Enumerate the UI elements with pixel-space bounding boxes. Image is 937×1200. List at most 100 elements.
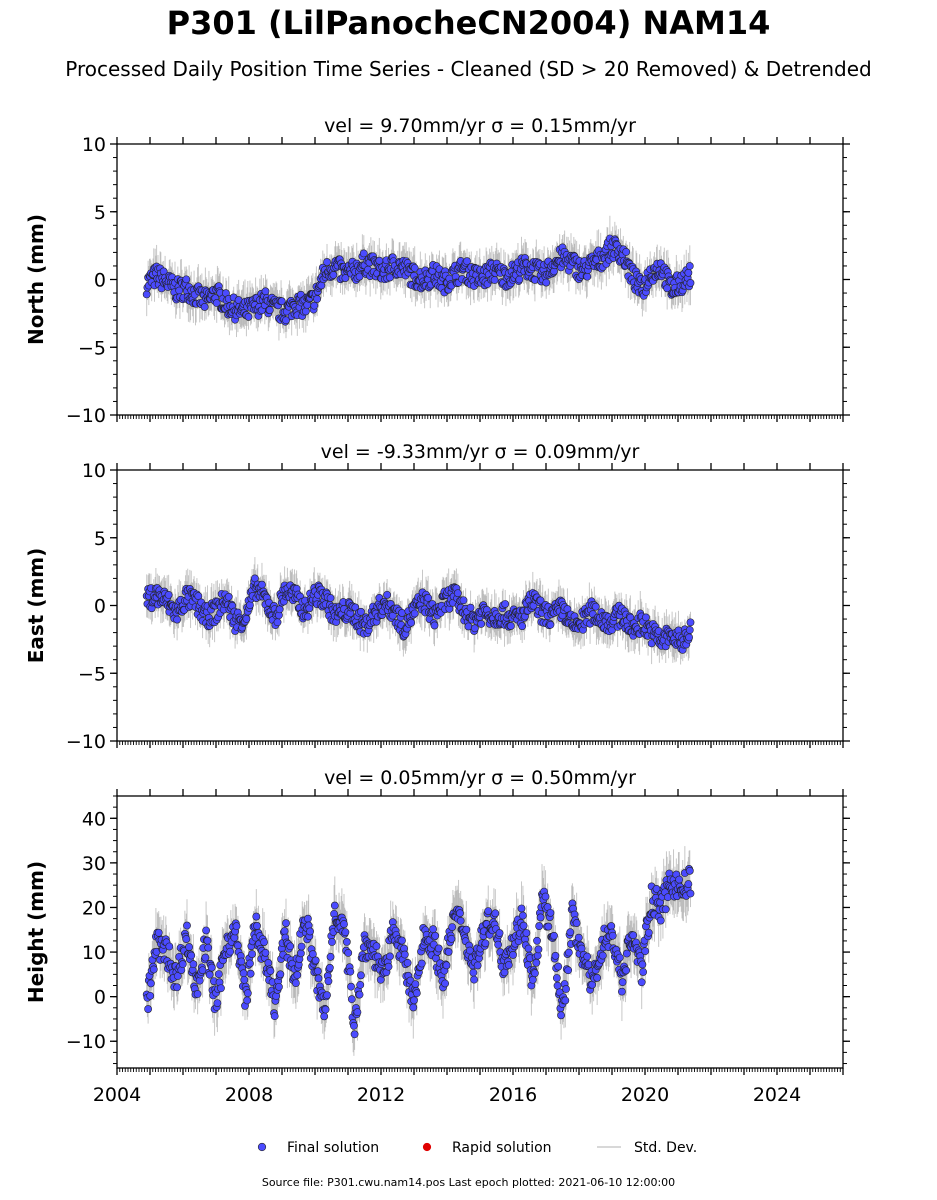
data-point: [304, 914, 312, 923]
panel-title: vel = 9.70mm/yr σ = 0.15mm/yr: [324, 115, 636, 137]
data-point: [301, 307, 310, 316]
data-point: [347, 982, 355, 991]
data-point: [276, 970, 285, 979]
data-point: [212, 299, 221, 307]
data-point: [442, 961, 451, 970]
data-point: [280, 927, 289, 935]
data-point: [226, 947, 235, 956]
data-point: [260, 938, 268, 947]
series-final-solution: [142, 557, 695, 665]
data-point: [444, 948, 453, 956]
data-point: [207, 963, 216, 972]
y-tick-label: −10: [66, 405, 106, 427]
data-point: [403, 958, 412, 967]
data-point: [448, 923, 457, 931]
data-point: [518, 622, 527, 631]
data-point: [398, 936, 406, 945]
data-point: [622, 247, 631, 256]
y-tick-label: −10: [66, 731, 106, 753]
data-point: [202, 926, 210, 935]
data-point: [325, 963, 334, 972]
data-point: [311, 956, 320, 965]
data-point: [347, 995, 356, 1004]
data-point: [355, 990, 364, 999]
data-point: [275, 605, 284, 614]
data-point: [261, 287, 270, 296]
data-point: [350, 1030, 359, 1039]
final-solution-points: [142, 865, 695, 1039]
data-point: [357, 971, 365, 980]
data-point: [686, 618, 695, 627]
data-point: [246, 969, 255, 978]
data-point: [297, 942, 306, 951]
data-point: [244, 312, 253, 321]
panel-title: vel = 0.05mm/yr σ = 0.50mm/yr: [324, 767, 636, 789]
data-point: [501, 600, 510, 608]
data-point: [583, 272, 592, 281]
data-point: [203, 936, 212, 945]
data-point: [204, 943, 213, 952]
data-point: [685, 626, 694, 634]
data-point: [266, 967, 275, 975]
y-tick-label: 0: [94, 596, 106, 618]
data-point: [356, 980, 365, 989]
final-solution-points: [142, 574, 695, 654]
data-point: [320, 1012, 329, 1021]
data-point: [293, 971, 302, 979]
data-point: [417, 959, 426, 968]
y-tick-label: 5: [94, 528, 106, 550]
data-point: [273, 618, 282, 627]
panel-height: vel = 0.05mm/yr σ = 0.50mm/yr Height (mm)…: [24, 767, 850, 1106]
data-point: [146, 991, 155, 1000]
data-point: [304, 612, 312, 621]
data-point: [411, 980, 420, 988]
data-point: [342, 937, 351, 946]
data-point: [193, 990, 202, 998]
data-point: [252, 912, 261, 921]
data-point: [178, 960, 187, 969]
data-point: [142, 290, 151, 299]
data-point: [386, 952, 394, 961]
data-point: [239, 969, 248, 978]
data-point: [429, 925, 437, 934]
data-point: [310, 301, 319, 310]
data-point: [173, 615, 182, 624]
data-point: [224, 592, 233, 601]
data-point: [642, 613, 650, 622]
data-point: [441, 979, 450, 988]
data-point: [147, 979, 155, 988]
data-point: [321, 1005, 330, 1014]
data-point: [329, 271, 338, 279]
data-point: [275, 982, 283, 991]
data-point: [326, 952, 335, 961]
data-point: [296, 949, 305, 958]
data-point: [383, 590, 392, 599]
data-point: [384, 962, 393, 971]
data-point: [306, 927, 314, 936]
data-point: [410, 264, 419, 272]
data-point: [248, 950, 256, 958]
y-tick-label: 10: [82, 460, 106, 482]
y-tick-label: 5: [94, 202, 106, 224]
y-axis-label: East (mm): [24, 548, 48, 664]
data-point: [328, 938, 336, 946]
data-point: [313, 967, 322, 976]
data-point: [253, 921, 261, 930]
panel-north: vel = 9.70mm/yr σ = 0.15mm/yr North (mm) −…: [24, 115, 850, 427]
chart-title: P301 (LilPanocheCN2004) NAM14: [166, 4, 771, 42]
data-point: [349, 1021, 358, 1030]
data-point: [330, 901, 339, 910]
data-point: [265, 306, 274, 314]
panel-title: vel = -9.33mm/yr σ = 0.09mm/yr: [321, 441, 640, 463]
data-point: [205, 970, 214, 979]
data-point: [546, 620, 555, 629]
data-point: [412, 989, 421, 998]
data-point: [686, 279, 695, 287]
data-point: [324, 977, 333, 986]
data-point: [398, 609, 406, 617]
data-point: [173, 983, 182, 992]
panel-east: vel = -9.33mm/yr σ = 0.09mm/yr East (mm) −…: [24, 441, 850, 753]
data-point: [313, 295, 322, 303]
data-point: [182, 275, 191, 284]
data-point: [240, 975, 249, 984]
